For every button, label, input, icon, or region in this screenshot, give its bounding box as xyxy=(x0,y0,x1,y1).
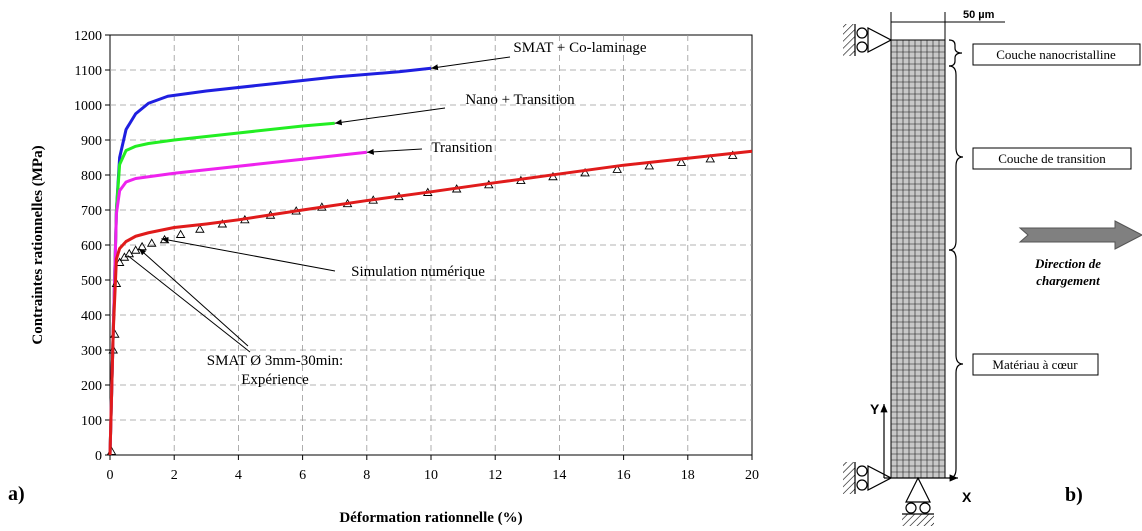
loading-arrow-icon xyxy=(1018,220,1142,250)
direction-label-line2: chargement xyxy=(1036,273,1100,288)
annotation-arrow xyxy=(161,237,336,272)
mesh-grid xyxy=(891,40,945,478)
coordinate-axes: Y X xyxy=(870,401,972,505)
y-tick-label: 700 xyxy=(81,204,102,219)
specimen-mesh xyxy=(890,39,946,479)
direction-label-line1: Direction de xyxy=(1034,256,1101,271)
label-core: Matériau à cœur xyxy=(992,357,1078,372)
y-tick-label: 200 xyxy=(81,379,102,394)
data-point-marker xyxy=(676,157,687,166)
annotation-arrow xyxy=(366,148,423,155)
y-tick-label: 1000 xyxy=(74,99,102,114)
x-tick-label: 14 xyxy=(552,468,566,483)
y-tick-label: 100 xyxy=(81,414,102,429)
annotations: SMAT + Co-laminage Nano + Transition Trans… xyxy=(127,40,647,388)
specimen-diagram: 50 µm Y xyxy=(843,9,1142,526)
x-tick-label: 16 xyxy=(617,468,631,483)
y-tick-label: 1200 xyxy=(74,29,102,44)
grid xyxy=(110,35,752,455)
annotation-label: Transition xyxy=(431,140,493,156)
top-roller-support xyxy=(843,24,893,56)
series-layer xyxy=(106,66,753,456)
annotation-arrow xyxy=(127,255,251,353)
dimension-label: 50 µm xyxy=(963,9,995,21)
annotation-label: Simulation numérique xyxy=(351,264,485,280)
data-point-marker xyxy=(175,229,186,238)
x-tick-label: 0 xyxy=(107,468,114,483)
layer-braces xyxy=(948,39,964,479)
label-transition: Couche de transition xyxy=(998,151,1106,166)
axes: 0 2 4 6 8 10 12 14 16 18 2001002003004005006007008… xyxy=(74,29,759,483)
annotation-label: SMAT Ø 3mm-30min: xyxy=(207,353,343,369)
y-tick-label: 600 xyxy=(81,239,102,254)
x-tick-label: 6 xyxy=(299,468,306,483)
x-tick-label: 8 xyxy=(363,468,370,483)
annotation-label: Expérience xyxy=(241,372,309,388)
axis-y-label: Y xyxy=(870,401,880,417)
y-tick-label: 500 xyxy=(81,274,102,289)
bottom-roller-support xyxy=(843,462,893,494)
data-point-marker xyxy=(146,238,157,247)
data-point-marker xyxy=(612,164,622,173)
annotation-arrow xyxy=(430,56,511,71)
data-point-marker xyxy=(705,153,716,163)
x-axis-label: Déformation rationnelle (%) xyxy=(339,510,522,526)
x-tick-label: 10 xyxy=(424,468,438,483)
dimension-marker: 50 µm xyxy=(890,9,1005,40)
x-tick-label: 4 xyxy=(235,468,242,483)
bottom-vertical-support xyxy=(902,476,934,526)
data-point-marker xyxy=(580,167,590,177)
y-axis-label: Contraintes rationnelles (MPa) xyxy=(30,145,46,344)
x-tick-label: 12 xyxy=(488,468,502,483)
series-line-3 xyxy=(108,149,753,456)
data-point-marker xyxy=(644,160,655,170)
y-tick-label: 900 xyxy=(81,134,102,149)
y-tick-label: 1100 xyxy=(75,64,102,79)
x-tick-label: 2 xyxy=(171,468,178,483)
annotation-label: Nano + Transition xyxy=(465,92,575,108)
y-tick-label: 800 xyxy=(81,169,102,184)
layer-label-nano: Couche nanocristalline xyxy=(972,43,1141,66)
stress-strain-chart: 0 2 4 6 8 10 12 14 16 18 2001002003004005006007008… xyxy=(8,29,759,526)
y-tick-label: 400 xyxy=(81,309,102,324)
annotation-arrow xyxy=(334,107,446,126)
panel-b-label: b) xyxy=(1065,484,1083,506)
annotation-arrow xyxy=(138,248,249,347)
panel-a-label: a) xyxy=(8,483,25,505)
axis-x-label: X xyxy=(962,489,972,505)
layer-label-core: Matériau à cœur xyxy=(972,353,1099,376)
y-tick-label: 300 xyxy=(81,344,102,359)
data-point-marker xyxy=(195,224,205,233)
x-tick-label: 20 xyxy=(745,468,759,483)
layer-label-transition: Couche de transition xyxy=(972,147,1132,170)
x-tick-label: 18 xyxy=(681,468,695,483)
annotation-label: SMAT + Co-laminage xyxy=(513,40,647,56)
y-tick-label: 0 xyxy=(95,449,102,464)
label-nanocristalline: Couche nanocristalline xyxy=(996,47,1116,62)
series-line-2 xyxy=(108,150,367,456)
